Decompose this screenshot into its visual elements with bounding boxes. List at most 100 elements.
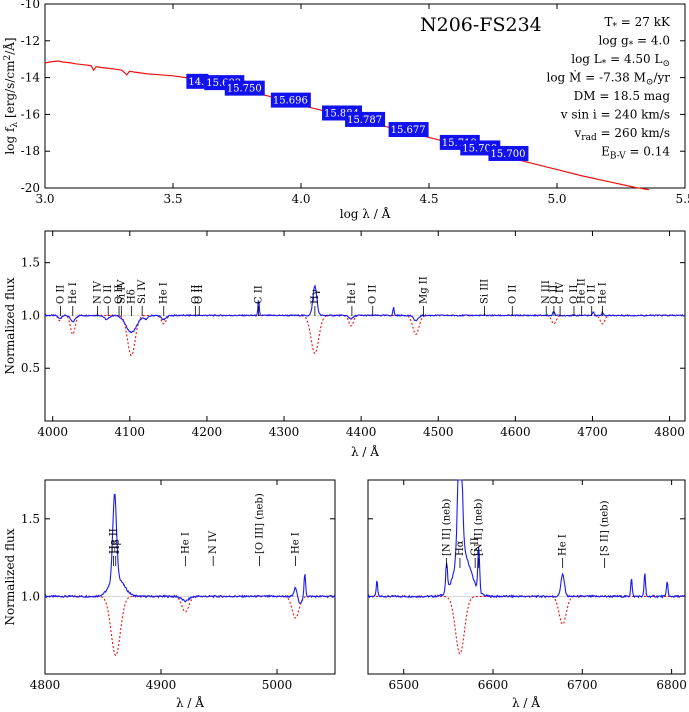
line-id-label: Si IV — [116, 279, 127, 304]
line-id-label: O II — [549, 285, 560, 304]
sed-panel-frame — [44, 3, 686, 189]
line-id-label: O II — [114, 285, 125, 304]
x-tick-label: 6500 — [388, 678, 419, 692]
line-id-label: Hγ — [310, 289, 321, 304]
photometry-box — [186, 73, 209, 89]
line-id-label: N IV — [92, 280, 103, 304]
y-axis-label: log fλ [erg/s/cm2/Å] — [2, 37, 20, 154]
photometry-label: 15.787 — [347, 115, 382, 126]
y-axis-label: Normalized flux — [3, 277, 17, 374]
x-tick-label: 4800 — [30, 678, 61, 692]
line-id-label: O II — [569, 285, 580, 304]
x-tick-label: 4600 — [500, 425, 531, 439]
line-id-label: [O III] (neb) — [255, 493, 266, 554]
x-tick-label: 4800 — [654, 425, 685, 439]
parameter-line: log g* = 4.0 — [598, 34, 670, 51]
x-tick-label: 4.0 — [291, 192, 310, 206]
x-tick-label: 5.0 — [547, 192, 566, 206]
line-id-label: He I — [291, 532, 302, 554]
x-tick-label: 4900 — [146, 678, 177, 692]
line-id-label: Mg II — [419, 276, 430, 304]
parameter-line: EB-V = 0.14 — [601, 145, 670, 162]
line-id-label: He I — [68, 282, 79, 304]
x-tick-label: 5000 — [262, 678, 293, 692]
parameter-line: DM = 18.5 mag — [574, 89, 671, 103]
x-axis-label: log λ / Å — [340, 206, 391, 221]
line-id-label: O II — [194, 285, 205, 304]
x-axis-label: λ / Å — [512, 695, 540, 710]
blue-spectrum-chart: 4000 4100 4200 4300 4400 4500 4600 4700 4800 0.5 1… — [3, 231, 686, 459]
y-tick-label: 1.5 — [21, 512, 40, 526]
line-id-label: N IV — [208, 530, 219, 554]
photometry-label: 15.718 — [442, 138, 477, 149]
line-id-label: He I — [597, 282, 608, 304]
photometry-label: 15.884 — [324, 108, 359, 119]
parameter-line: vrad = 260 km/s — [574, 126, 670, 143]
y-tick-label: -12 — [21, 34, 40, 48]
x-tick-label: 5.5 — [675, 192, 689, 206]
observed-spectrum-line — [44, 284, 686, 334]
sed-chart: 3.0 3.5 4.0 4.5 5.0 5.5 -20 -18 -16 -14 -12 -10 log … — [2, 0, 689, 221]
hbeta-spectrum-chart: 4800 4900 5000 1.0 1.5 λ / Å Normalized flux He… — [3, 480, 336, 710]
y-axis-label: Normalized flux — [3, 528, 17, 625]
object-title: N206-FS234 — [420, 14, 542, 36]
photometry-label: 15.677 — [391, 125, 426, 136]
line-id-label: He I — [347, 282, 358, 304]
line-id-label: [N II] (neb) — [442, 499, 453, 556]
hbeta-panel-frame — [44, 479, 336, 675]
line-id-label: He I — [558, 534, 569, 556]
line-id-label: N III — [541, 280, 552, 304]
x-tick-label: 4400 — [346, 425, 377, 439]
y-tick-label: 1.5 — [21, 256, 40, 270]
x-tick-label: 6700 — [567, 678, 598, 692]
line-id-label: O II — [368, 285, 379, 304]
parameter-line: v sin i = 240 km/s — [560, 108, 670, 122]
line-id-label: Si IV — [137, 279, 148, 304]
observed-spectrum-line — [44, 493, 336, 604]
x-tick-label: 3.0 — [35, 192, 54, 206]
x-tick-label: 4.5 — [419, 192, 438, 206]
line-id-label: C II — [470, 537, 481, 556]
y-tick-label: -14 — [21, 71, 41, 85]
line-id-label: Si III — [480, 279, 491, 304]
x-tick-label: 4000 — [37, 425, 68, 439]
line-id-label: O II — [103, 285, 114, 304]
photometry-box — [224, 80, 265, 96]
y-tick-label: -20 — [21, 181, 40, 195]
line-id-label: O II — [587, 285, 598, 304]
line-id-label: He I — [180, 532, 191, 554]
x-tick-label: 4100 — [115, 425, 146, 439]
line-id-label: [S II] (neb) — [600, 500, 611, 556]
line-id-label: O II — [507, 285, 518, 304]
x-tick-label: 4500 — [423, 425, 454, 439]
photometry-box — [488, 145, 529, 161]
model-spectrum-line — [368, 595, 685, 655]
y-tick-label: -16 — [21, 107, 40, 121]
photometry-box — [270, 92, 311, 108]
x-tick-label: 6600 — [478, 678, 509, 692]
observed-spectrum-line — [367, 479, 686, 599]
line-id-label: C IV — [555, 281, 566, 304]
photometry-box — [345, 111, 386, 127]
y-tick-label: 0.5 — [21, 361, 40, 375]
line-id-label: He II — [108, 528, 119, 554]
y-tick-label: -18 — [21, 144, 40, 158]
line-id-label: C II — [254, 285, 265, 304]
photometry-label: 14. — [188, 77, 204, 88]
model-spectrum-line — [45, 595, 335, 657]
y-tick-label: -10 — [21, 0, 40, 11]
x-tick-label: 3.5 — [163, 192, 182, 206]
parameter-line: log Ṁ = -7.38 M⊙/yr — [546, 70, 670, 88]
parameter-line: T* = 27 kK — [604, 15, 671, 32]
x-axis-label: λ / Å — [351, 444, 379, 459]
line-id-label: Hδ — [126, 289, 137, 304]
photometry-box — [388, 122, 429, 138]
y-tick-label: 1.0 — [21, 308, 40, 322]
x-tick-label: 4300 — [269, 425, 300, 439]
line-id-label: Hβ — [111, 539, 122, 554]
photometry-label: 15.750 — [227, 84, 262, 95]
photometry-label: 15.696 — [273, 96, 308, 107]
photometry-label: 15.700 — [490, 149, 525, 160]
